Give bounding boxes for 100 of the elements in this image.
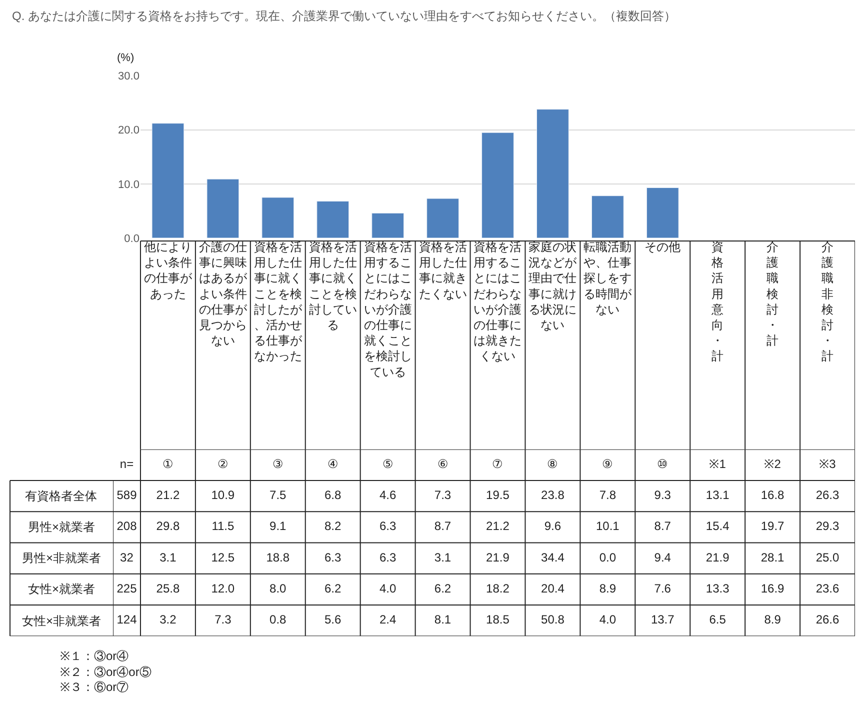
data-label: 50.8 — [541, 612, 565, 627]
data-label: 12.5 — [211, 550, 235, 564]
data-label: 7.5 — [270, 488, 287, 502]
x-tick-label: 他によりよい条件の仕事があった — [144, 240, 193, 301]
data-label: 0.8 — [270, 612, 287, 627]
data-label: 21.9 — [706, 550, 730, 564]
x-tick-label: n= — [120, 456, 134, 471]
data-label: 8.0 — [270, 581, 287, 596]
data-label: 21.2 — [486, 519, 510, 534]
data-label: 8.9 — [764, 612, 782, 627]
data-label: 13.1 — [706, 488, 730, 502]
text: ※１：③or④ — [60, 649, 129, 663]
y-tick-label: 30.0 — [118, 70, 140, 83]
data-label: 13.3 — [706, 581, 730, 596]
data-label: 3.1 — [160, 550, 177, 564]
data-label: 225 — [116, 581, 138, 596]
x-tick-label: ⑤ — [382, 456, 394, 471]
x-tick-label: 介護職非検討・計 — [822, 240, 834, 364]
data-label: 5.6 — [324, 612, 342, 627]
data-label: 26.3 — [816, 488, 840, 502]
x-tick-label: 資格を活用した仕事に就くことを検討したが、活かせる仕事がなかった — [254, 240, 303, 364]
y-axis-title: (%) — [117, 52, 134, 64]
data-label: 6.5 — [709, 612, 726, 627]
data-label: 9.6 — [544, 519, 562, 534]
data-label: 16.8 — [760, 488, 785, 502]
x-tick-label: ⑥ — [437, 456, 448, 471]
data-label: 21.2 — [156, 488, 180, 502]
bar — [206, 178, 240, 238]
x-tick-label: 資格を活用した仕事に就くことを検討している — [308, 240, 357, 332]
data-label: 16.9 — [760, 581, 785, 596]
data-label: 6.8 — [324, 488, 342, 502]
data-label: 25.0 — [816, 550, 840, 564]
y-tick-label: 10.0 — [118, 178, 140, 191]
data-label: 6.3 — [379, 519, 396, 534]
data-label: 9.3 — [654, 488, 672, 502]
data-label: 18.8 — [266, 550, 290, 564]
chart-title: Q. あなたは介護に関する資格をお持ちです。現在、介護業界で働いていない理由をすべてお知らせください。（複数回答） — [12, 9, 676, 24]
x-tick-label: 資格活用意向・計 — [710, 240, 724, 364]
data-label: 4.0 — [599, 612, 616, 627]
data-label: 6.2 — [434, 581, 452, 596]
data-label: 208 — [116, 519, 138, 534]
data-label: 9.1 — [270, 519, 287, 534]
data-label: 21.9 — [486, 550, 510, 564]
x-tick-label: ② — [217, 456, 228, 471]
data-label: 8.2 — [324, 519, 342, 534]
data-label: 3.2 — [160, 612, 177, 627]
data-label: 23.6 — [816, 581, 840, 596]
x-tick-label: 転職活動や、仕事探しをする時間がない — [584, 240, 633, 316]
data-label: 9.4 — [654, 550, 672, 564]
data-label: 4.0 — [379, 581, 396, 596]
data-label: 10.9 — [211, 488, 235, 502]
bar — [591, 196, 624, 238]
data-label: 0.0 — [599, 550, 616, 564]
data-label: 29.8 — [156, 519, 180, 534]
x-tick-label: 資格を活用することにはこだわらないが介護の仕事には就きたくない — [474, 240, 522, 364]
data-label: 11.5 — [212, 519, 234, 534]
x-tick-label: ※1 — [709, 456, 726, 471]
bar — [316, 200, 350, 238]
data-label: 19.7 — [760, 519, 785, 534]
y-tick-label: 0.0 — [124, 232, 140, 245]
data-label: 7.3 — [434, 488, 452, 502]
data-label: 29.3 — [816, 519, 840, 534]
text: ※２：③or④or⑤ — [60, 665, 152, 679]
data-label: 18.5 — [486, 612, 510, 627]
y-tick-label: 女性×就業者 — [28, 582, 96, 596]
bar — [152, 123, 184, 238]
x-tick-label: その他 — [644, 240, 681, 254]
data-label: 6.3 — [379, 550, 396, 564]
data-label: 6.3 — [324, 550, 342, 564]
data-label: 2.4 — [379, 612, 396, 627]
x-tick-label: ⑧ — [547, 456, 558, 471]
data-label: 34.4 — [541, 550, 565, 564]
data-label: 15.4 — [706, 519, 730, 534]
y-tick-label: 男性×非就業者 — [22, 551, 102, 565]
bar — [262, 197, 294, 238]
x-tick-label: 介護の仕事に興味はあるがよい条件の仕事が見つからない — [198, 240, 248, 348]
x-tick-label: ① — [162, 456, 174, 471]
y-tick-label: 20.0 — [118, 124, 140, 137]
data-label: 8.1 — [434, 612, 452, 627]
data-label: 8.9 — [599, 581, 616, 596]
data-label: 6.2 — [324, 581, 342, 596]
text: ※３：⑥or⑦ — [60, 680, 129, 694]
data-label: 8.7 — [654, 519, 672, 534]
bar — [536, 109, 569, 238]
y-tick-label: 有資格者全体 — [25, 489, 97, 503]
bar — [372, 212, 404, 238]
data-label: 25.8 — [156, 581, 180, 596]
data-label: 13.7 — [650, 612, 675, 627]
data-label: 10.1 — [596, 519, 620, 534]
x-tick-label: ⑩ — [657, 456, 668, 471]
data-label: 7.8 — [599, 488, 616, 502]
data-label: 20.4 — [541, 581, 565, 596]
x-tick-label: 介護職検討・計 — [766, 240, 779, 348]
bar — [426, 198, 459, 238]
y-tick-label: 女性×非就業者 — [22, 614, 102, 628]
x-tick-label: ※2 — [764, 456, 782, 471]
data-label: 18.2 — [486, 581, 510, 596]
bar — [646, 187, 679, 238]
data-label: 7.6 — [654, 581, 672, 596]
y-tick-label: 男性×就業者 — [28, 520, 96, 534]
